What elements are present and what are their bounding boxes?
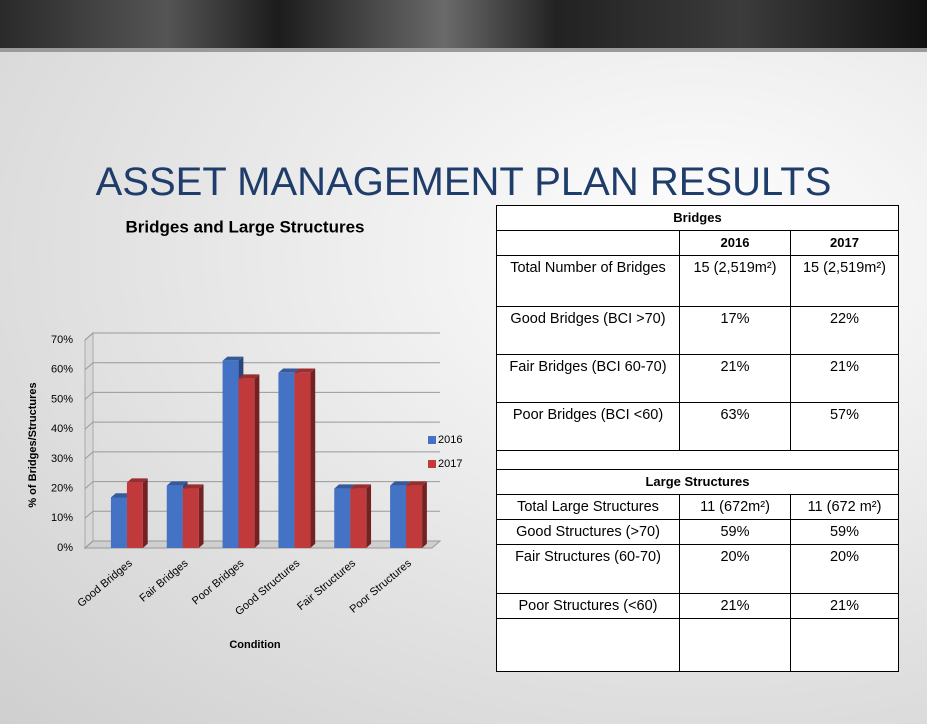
empty-row <box>497 619 899 672</box>
section-title: Bridges <box>497 206 899 231</box>
cell: 21% <box>791 355 899 403</box>
cell: Poor Structures (<60) <box>497 594 680 619</box>
cell: Total Large Structures <box>497 495 680 520</box>
slide: ASSET MANAGEMENT PLAN RESULTS Bridges an… <box>0 0 927 724</box>
section-title: Large Structures <box>497 470 899 495</box>
cell: 21% <box>791 594 899 619</box>
bar <box>294 373 310 548</box>
data-row: Fair Bridges (BCI 60-70)21%21% <box>497 355 899 403</box>
cell: Poor Bridges (BCI <60) <box>497 403 680 451</box>
cell <box>497 619 680 672</box>
bar-side <box>422 481 427 548</box>
cell: 63% <box>680 403 791 451</box>
bar-side <box>255 374 260 548</box>
cell: 21% <box>680 594 791 619</box>
grid-line <box>85 333 440 340</box>
bar <box>127 483 143 548</box>
y-tick-label: 20% <box>51 482 73 494</box>
cell: 21% <box>680 355 791 403</box>
data-row: Total Number of Bridges15 (2,519m²)15 (2… <box>497 256 899 307</box>
y-tick-label: 0% <box>57 542 73 554</box>
grid-line <box>85 392 440 399</box>
data-row: Fair Structures (60-70)20%20% <box>497 545 899 594</box>
cell: 59% <box>791 520 899 545</box>
y-tick-label: 30% <box>51 453 73 465</box>
cell: 15 (2,519m²) <box>680 256 791 307</box>
title-row: Large Structures <box>497 470 899 495</box>
y-tick-label: 40% <box>51 423 73 435</box>
cell: 59% <box>680 520 791 545</box>
cell: Good Structures (>70) <box>497 520 680 545</box>
cell: Good Bridges (BCI >70) <box>497 307 680 355</box>
grid-line <box>85 363 440 370</box>
cell: 11 (672 m²) <box>791 495 899 520</box>
cell: 20% <box>791 545 899 594</box>
cell <box>680 619 791 672</box>
y-axis-title: % of Bridges/Structures <box>27 382 39 507</box>
bar-side <box>310 368 315 548</box>
column-header: 2016 <box>680 231 791 256</box>
cell: 57% <box>791 403 899 451</box>
bar <box>334 489 350 548</box>
cell <box>497 451 899 470</box>
legend-swatch <box>428 460 436 468</box>
chart-wall <box>85 333 93 548</box>
bar <box>223 361 239 548</box>
bar-side <box>199 484 204 548</box>
x-tick-label: Good Bridges <box>75 557 135 610</box>
cell: 15 (2,519m²) <box>791 256 899 307</box>
data-row: Poor Bridges (BCI <60)63%57% <box>497 403 899 451</box>
cell: 17% <box>680 307 791 355</box>
chart-title: Bridges and Large Structures <box>125 217 364 236</box>
data-row: Good Bridges (BCI >70)17%22% <box>497 307 899 355</box>
legend-swatch <box>428 436 436 444</box>
bar <box>350 489 366 548</box>
bar <box>167 486 183 548</box>
y-tick-label: 50% <box>51 393 73 405</box>
column-header: 2017 <box>791 231 899 256</box>
chart: Bridges and Large Structures Condition %… <box>0 0 495 724</box>
grid-line <box>85 452 440 459</box>
cell <box>791 619 899 672</box>
spacer-row <box>497 451 899 470</box>
bar <box>183 489 199 548</box>
bar <box>239 379 255 548</box>
x-tick-label: Fair Bridges <box>137 557 191 605</box>
bar <box>390 486 406 548</box>
legend-label: 2016 <box>438 434 462 446</box>
grid-line <box>85 422 440 429</box>
cell <box>497 231 680 256</box>
bar-side <box>143 478 148 548</box>
x-tick-label: Poor Bridges <box>190 557 247 607</box>
title-row: Bridges <box>497 206 899 231</box>
bar-side <box>366 484 371 548</box>
y-tick-label: 10% <box>51 512 73 524</box>
bar <box>278 373 294 548</box>
legend-label: 2017 <box>438 458 462 470</box>
cell: 22% <box>791 307 899 355</box>
cell: Fair Structures (60-70) <box>497 545 680 594</box>
cell: 20% <box>680 545 791 594</box>
cell: 11 (672m²) <box>680 495 791 520</box>
bar <box>406 486 422 548</box>
y-tick-label: 60% <box>51 364 73 376</box>
bar <box>111 497 127 548</box>
data-row: Good Structures (>70)59%59% <box>497 520 899 545</box>
y-tick-label: 70% <box>51 334 73 346</box>
data-row: Poor Structures (<60)21%21% <box>497 594 899 619</box>
x-tick-label: Poor Structures <box>348 557 415 616</box>
cell: Fair Bridges (BCI 60-70) <box>497 355 680 403</box>
x-axis-title: Condition <box>229 639 281 651</box>
cell: Total Number of Bridges <box>497 256 680 307</box>
